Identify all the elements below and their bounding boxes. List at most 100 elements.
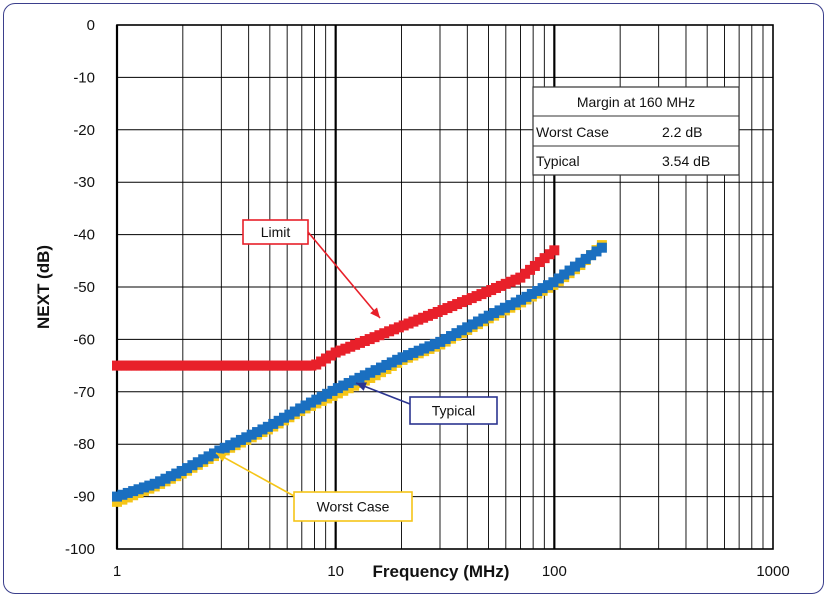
margin-table-title: Margin at 160 MHz — [577, 94, 695, 110]
series-typical — [112, 242, 607, 502]
series-marker — [532, 286, 543, 297]
series-marker — [246, 429, 257, 440]
series-marker — [165, 471, 176, 482]
series-marker — [268, 418, 279, 429]
series-marker — [370, 365, 381, 376]
x-tick-label: 1 — [113, 563, 121, 580]
series-marker — [241, 432, 252, 443]
series-marker — [257, 424, 268, 435]
series-marker — [413, 345, 424, 356]
series-marker — [596, 242, 607, 253]
margin-table-row-label: Typical — [536, 153, 580, 169]
y-tick-label: -20 — [73, 122, 95, 139]
callout-box — [293, 491, 413, 522]
series-marker — [343, 383, 354, 394]
series-marker — [284, 409, 295, 420]
series-marker — [322, 388, 333, 399]
y-tick-label: -90 — [73, 489, 95, 506]
series-marker — [338, 385, 349, 396]
series-marker — [198, 454, 209, 465]
series-marker — [230, 437, 241, 448]
y-tick-label: 0 — [87, 17, 95, 34]
series-marker — [219, 442, 230, 453]
series-marker — [187, 460, 198, 471]
series-marker — [262, 421, 273, 432]
series-marker — [171, 468, 182, 479]
x-tick-label: 10 — [327, 563, 344, 580]
series-marker — [472, 316, 483, 327]
series-marker — [182, 463, 193, 474]
series-marker — [332, 383, 343, 394]
series-marker — [332, 388, 343, 399]
x-tick-label: 1000 — [756, 563, 789, 580]
series-marker — [526, 288, 537, 299]
callout-arrow — [215, 452, 295, 497]
y-tick-label: -30 — [73, 174, 95, 191]
series-marker — [537, 283, 548, 294]
series-marker — [273, 415, 284, 426]
series-marker — [397, 352, 408, 363]
y-tick-label: -100 — [65, 541, 95, 558]
series-marker — [402, 350, 413, 361]
series-marker — [591, 246, 602, 257]
series-marker — [478, 313, 489, 324]
series-marker — [435, 336, 446, 347]
series-marker — [343, 377, 354, 388]
series-marker — [128, 486, 139, 497]
series-marker — [569, 261, 580, 272]
callout-arrowhead — [216, 453, 227, 462]
series-marker — [225, 440, 236, 451]
series-marker — [483, 310, 494, 321]
callout-box — [409, 396, 498, 425]
series-marker — [365, 372, 376, 383]
series-marker — [138, 482, 149, 493]
series-marker — [521, 291, 532, 302]
series-marker — [462, 322, 473, 333]
series-marker — [467, 319, 478, 330]
chart-frame — [3, 3, 824, 594]
series-marker — [155, 476, 166, 487]
series-marker — [208, 448, 219, 459]
series-marker — [586, 250, 597, 261]
margin-table-box — [532, 86, 740, 176]
series-marker — [456, 325, 467, 336]
callout-arrowhead — [356, 382, 367, 391]
margin-table-row-value: 2.2 dB — [662, 124, 702, 140]
series-line — [115, 244, 605, 501]
series-marker — [176, 465, 187, 476]
series-marker — [580, 253, 591, 264]
plot-border — [116, 24, 774, 550]
series-marker — [117, 489, 128, 500]
series-marker — [214, 445, 225, 456]
x-tick-label: 100 — [542, 563, 567, 580]
callout-limit: Limit — [242, 219, 381, 319]
x-axis-label: Frequency (MHz) — [373, 562, 510, 581]
series-marker — [559, 269, 570, 280]
series-marker — [516, 294, 527, 305]
series-marker — [494, 305, 505, 316]
callout-label: Worst Case — [317, 499, 390, 515]
callout-typical: Typical — [355, 382, 498, 425]
series-marker — [386, 357, 397, 368]
series-marker — [375, 362, 386, 373]
series-marker — [112, 491, 122, 502]
y-tick-label: -80 — [73, 436, 95, 453]
series-marker — [144, 480, 155, 491]
series-marker — [549, 245, 560, 256]
series-marker — [440, 333, 451, 344]
series-marker — [446, 331, 457, 342]
y-tick-label: -50 — [73, 279, 95, 296]
series-marker — [575, 257, 586, 268]
callout-box — [242, 219, 309, 245]
series-marker — [279, 412, 290, 423]
series-marker — [149, 478, 160, 489]
series-marker — [564, 265, 575, 276]
series-marker — [122, 487, 133, 498]
series-marker — [419, 343, 430, 354]
series-marker — [543, 280, 554, 291]
series-marker — [553, 273, 564, 284]
series-marker — [160, 473, 171, 484]
series-marker — [381, 359, 392, 370]
margin-table: Margin at 160 MHz Worst Case 2.2 dB Typi… — [532, 86, 740, 176]
y-axis-label: NEXT (dB) — [34, 245, 53, 329]
